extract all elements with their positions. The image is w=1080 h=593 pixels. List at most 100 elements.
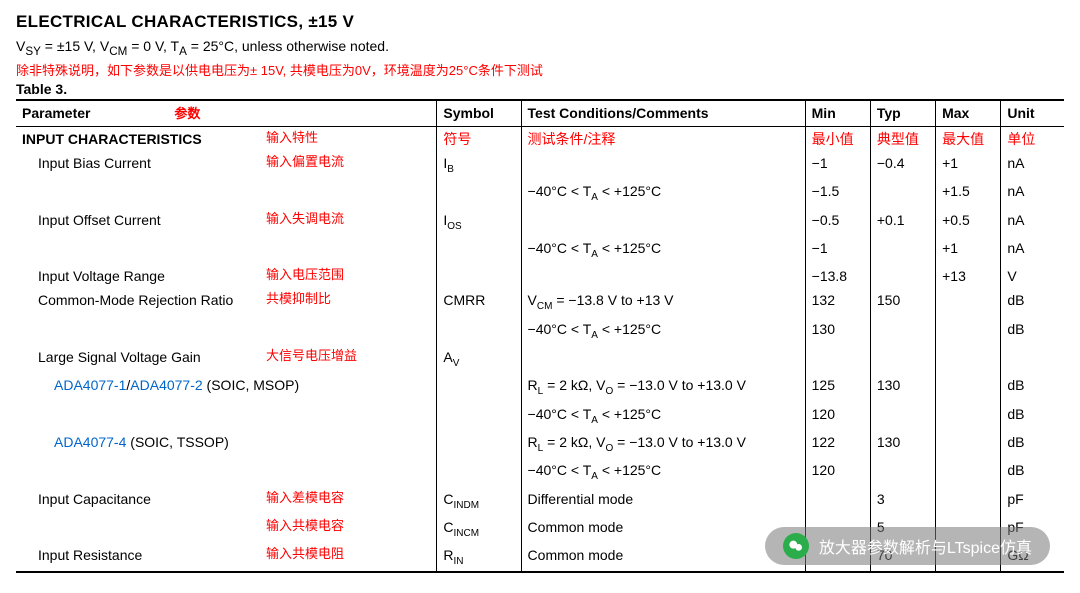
cell-conditions xyxy=(521,151,805,179)
cell-parameter xyxy=(16,458,437,486)
th-max: Max xyxy=(936,100,1001,126)
cell-typ: 典型值 xyxy=(870,126,935,151)
cell-max: +13 xyxy=(936,264,1001,288)
cell-unit: nA xyxy=(1001,151,1064,179)
cell-parameter xyxy=(16,236,437,264)
table-row: INPUT CHARACTERISTICS输入特性符号测试条件/注释最小值典型值… xyxy=(16,126,1064,151)
cell-symbol xyxy=(437,430,521,458)
cell-max xyxy=(936,487,1001,515)
cell-conditions: Common mode xyxy=(521,543,805,572)
cell-parameter xyxy=(16,317,437,345)
cell-unit: dB xyxy=(1001,402,1064,430)
cell-conditions: 测试条件/注释 xyxy=(521,126,805,151)
cell-conditions: RL = 2 kΩ, VO = −13.0 V to +13.0 V xyxy=(521,373,805,401)
section-title: ELECTRICAL CHARACTERISTICS, ±15 V xyxy=(16,12,1064,32)
electrical-characteristics-table: Parameter 参数 Symbol Test Conditions/Comm… xyxy=(16,99,1064,574)
row-annotation: 大信号电压增益 xyxy=(266,347,357,366)
cell-unit: pF xyxy=(1001,487,1064,515)
cell-max xyxy=(936,373,1001,401)
cell-unit xyxy=(1001,345,1064,373)
cell-min xyxy=(805,487,870,515)
cell-max xyxy=(936,345,1001,373)
cell-typ xyxy=(870,402,935,430)
cell-symbol: IOS xyxy=(437,208,521,236)
cell-parameter xyxy=(16,179,437,207)
row-annotation: 输入共模电容 xyxy=(266,517,344,536)
cell-max xyxy=(936,458,1001,486)
conditions-line: VSY = ±15 V, VCM = 0 V, TA = 25°C, unles… xyxy=(16,38,1064,58)
cell-typ: +0.1 xyxy=(870,208,935,236)
cell-conditions: RL = 2 kΩ, VO = −13.0 V to +13.0 V xyxy=(521,430,805,458)
cell-conditions xyxy=(521,208,805,236)
cell-unit: V xyxy=(1001,264,1064,288)
cell-min: 122 xyxy=(805,430,870,458)
cell-unit: 单位 xyxy=(1001,126,1064,151)
cell-max xyxy=(936,402,1001,430)
row-annotation: 输入失调电流 xyxy=(266,210,344,229)
wechat-icon xyxy=(783,533,809,559)
cell-symbol xyxy=(437,317,521,345)
cell-max xyxy=(936,317,1001,345)
th-unit: Unit xyxy=(1001,100,1064,126)
cell-conditions xyxy=(521,345,805,373)
table-row: −40°C < TA < +125°C120dB xyxy=(16,402,1064,430)
cell-parameter: Large Signal Voltage Gain大信号电压增益 xyxy=(16,345,437,373)
cell-typ xyxy=(870,317,935,345)
cell-symbol xyxy=(437,373,521,401)
cell-min xyxy=(805,345,870,373)
table-row: Input Bias Current输入偏置电流IB−1−0.4+1nA xyxy=(16,151,1064,179)
cell-parameter: Common-Mode Rejection Ratio共模抑制比 xyxy=(16,288,437,316)
table-row: −40°C < TA < +125°C−1.5+1.5nA xyxy=(16,179,1064,207)
cell-min: 120 xyxy=(805,402,870,430)
cell-min: 130 xyxy=(805,317,870,345)
cell-max xyxy=(936,430,1001,458)
row-annotation: 输入特性 xyxy=(266,129,318,148)
table-row: Input Capacitance输入差模电容CINDMDifferential… xyxy=(16,487,1064,515)
cell-symbol xyxy=(437,402,521,430)
cell-symbol: AV xyxy=(437,345,521,373)
cell-typ xyxy=(870,236,935,264)
cell-max: +1 xyxy=(936,151,1001,179)
cell-typ: 3 xyxy=(870,487,935,515)
cell-typ: 150 xyxy=(870,288,935,316)
cell-max: 最大值 xyxy=(936,126,1001,151)
cell-symbol: CMRR xyxy=(437,288,521,316)
cell-symbol: RIN xyxy=(437,543,521,572)
cell-typ: 130 xyxy=(870,373,935,401)
row-annotation: 输入电压范围 xyxy=(266,266,344,285)
cell-min: −1 xyxy=(805,151,870,179)
cell-conditions: −40°C < TA < +125°C xyxy=(521,179,805,207)
cell-conditions: Common mode xyxy=(521,515,805,543)
cell-unit: dB xyxy=(1001,373,1064,401)
cell-typ xyxy=(870,264,935,288)
watermark-badge: 放大器参数解析与LTspice仿真 xyxy=(765,527,1050,565)
cell-parameter: 输入共模电容 xyxy=(16,515,437,543)
cell-conditions xyxy=(521,264,805,288)
cell-conditions: VCM = −13.8 V to +13 V xyxy=(521,288,805,316)
row-annotation: 输入差模电容 xyxy=(266,489,344,508)
cell-unit: dB xyxy=(1001,288,1064,316)
cell-symbol: IB xyxy=(437,151,521,179)
cell-symbol xyxy=(437,264,521,288)
cell-symbol: CINCM xyxy=(437,515,521,543)
table-label: Table 3. xyxy=(16,81,1064,97)
cell-parameter: Input Capacitance输入差模电容 xyxy=(16,487,437,515)
cell-symbol: 符号 xyxy=(437,126,521,151)
red-note-line: 除非特殊说明，如下参数是以供电电压为± 15V, 共模电压为0V，环境温度为25… xyxy=(16,60,1064,79)
cell-unit: nA xyxy=(1001,236,1064,264)
watermark-text: 放大器参数解析与LTspice仿真 xyxy=(819,534,1032,558)
cell-min: −0.5 xyxy=(805,208,870,236)
cell-parameter: ADA4077-4 (SOIC, TSSOP) xyxy=(16,430,437,458)
cell-symbol: CINDM xyxy=(437,487,521,515)
cell-parameter: ADA4077-1/ADA4077-2 (SOIC, MSOP) xyxy=(16,373,437,401)
cell-max xyxy=(936,288,1001,316)
th-parameter: Parameter 参数 xyxy=(16,100,437,126)
cell-parameter xyxy=(16,402,437,430)
table-row: ADA4077-1/ADA4077-2 (SOIC, MSOP) RL = 2 k… xyxy=(16,373,1064,401)
table-row: Input Voltage Range输入电压范围−13.8+13V xyxy=(16,264,1064,288)
table-header-row: Parameter 参数 Symbol Test Conditions/Comm… xyxy=(16,100,1064,126)
th-parameter-anno: 参数 xyxy=(174,106,200,121)
cell-min: −13.8 xyxy=(805,264,870,288)
table-row: −40°C < TA < +125°C−1+1nA xyxy=(16,236,1064,264)
table-row: Common-Mode Rejection Ratio共模抑制比CMRRVCM … xyxy=(16,288,1064,316)
